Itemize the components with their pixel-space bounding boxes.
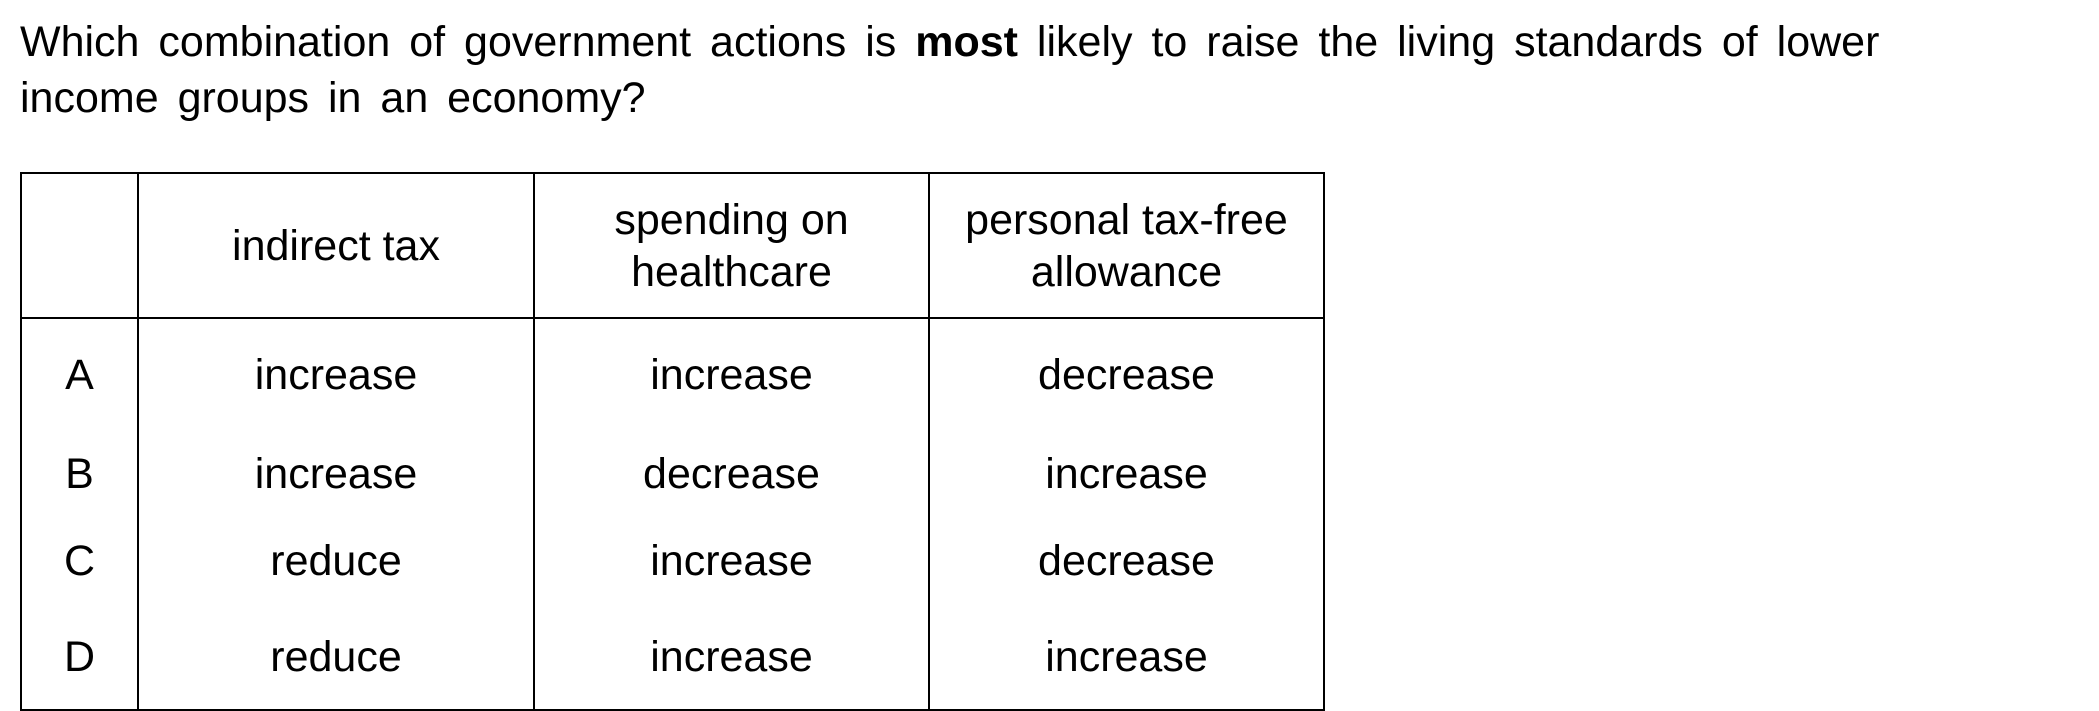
option-letter: B — [20, 431, 139, 518]
cell-allowance: decrease — [928, 318, 1325, 431]
header-cell-empty — [20, 172, 139, 319]
question-line-2: income groups in an economy? — [20, 74, 646, 122]
header-label: indirect tax — [232, 221, 440, 270]
header-label: spending on — [614, 195, 849, 244]
cell-healthcare: decrease — [533, 431, 930, 518]
header-cell-healthcare: spending on healthcare — [533, 172, 930, 319]
table-header-row: indirect tax spending on healthcare pers… — [20, 172, 1325, 319]
cell-allowance: decrease — [928, 518, 1325, 605]
header-cell-allowance: personal tax-free allowance — [928, 172, 1325, 319]
question-line-1: Which combination of government actions … — [20, 14, 2020, 70]
option-letter: C — [20, 518, 139, 605]
header-cell-indirect-tax: indirect tax — [137, 172, 535, 319]
cell-indirect-tax: reduce — [137, 605, 535, 711]
cell-healthcare: increase — [533, 518, 930, 605]
cell-indirect-tax: increase — [137, 318, 535, 431]
table-row: C reduce increase decrease — [20, 518, 1325, 605]
question-text: Which combination of government actions … — [20, 14, 2020, 126]
header-label: healthcare — [631, 247, 832, 296]
cell-allowance: increase — [928, 431, 1325, 518]
table-row: A increase increase decrease — [20, 318, 1325, 431]
header-label: allowance — [1030, 247, 1223, 296]
option-letter: A — [20, 318, 139, 431]
answer-options-table: indirect tax spending on healthcare pers… — [20, 172, 1325, 711]
cell-healthcare: increase — [533, 605, 930, 711]
question-emphasis: most — [915, 18, 1018, 66]
option-letter: D — [20, 605, 139, 711]
table-row: D reduce increase increase — [20, 605, 1325, 711]
header-label: personal tax-free — [965, 195, 1288, 244]
cell-allowance: increase — [928, 605, 1325, 711]
question-text-part: likely to raise the living standards of … — [1017, 18, 1880, 66]
cell-indirect-tax: increase — [137, 431, 535, 518]
cell-healthcare: increase — [533, 318, 930, 431]
question-text-part: Which combination of government actions … — [20, 18, 916, 66]
table-row: B increase decrease increase — [20, 431, 1325, 518]
cell-indirect-tax: reduce — [137, 518, 535, 605]
